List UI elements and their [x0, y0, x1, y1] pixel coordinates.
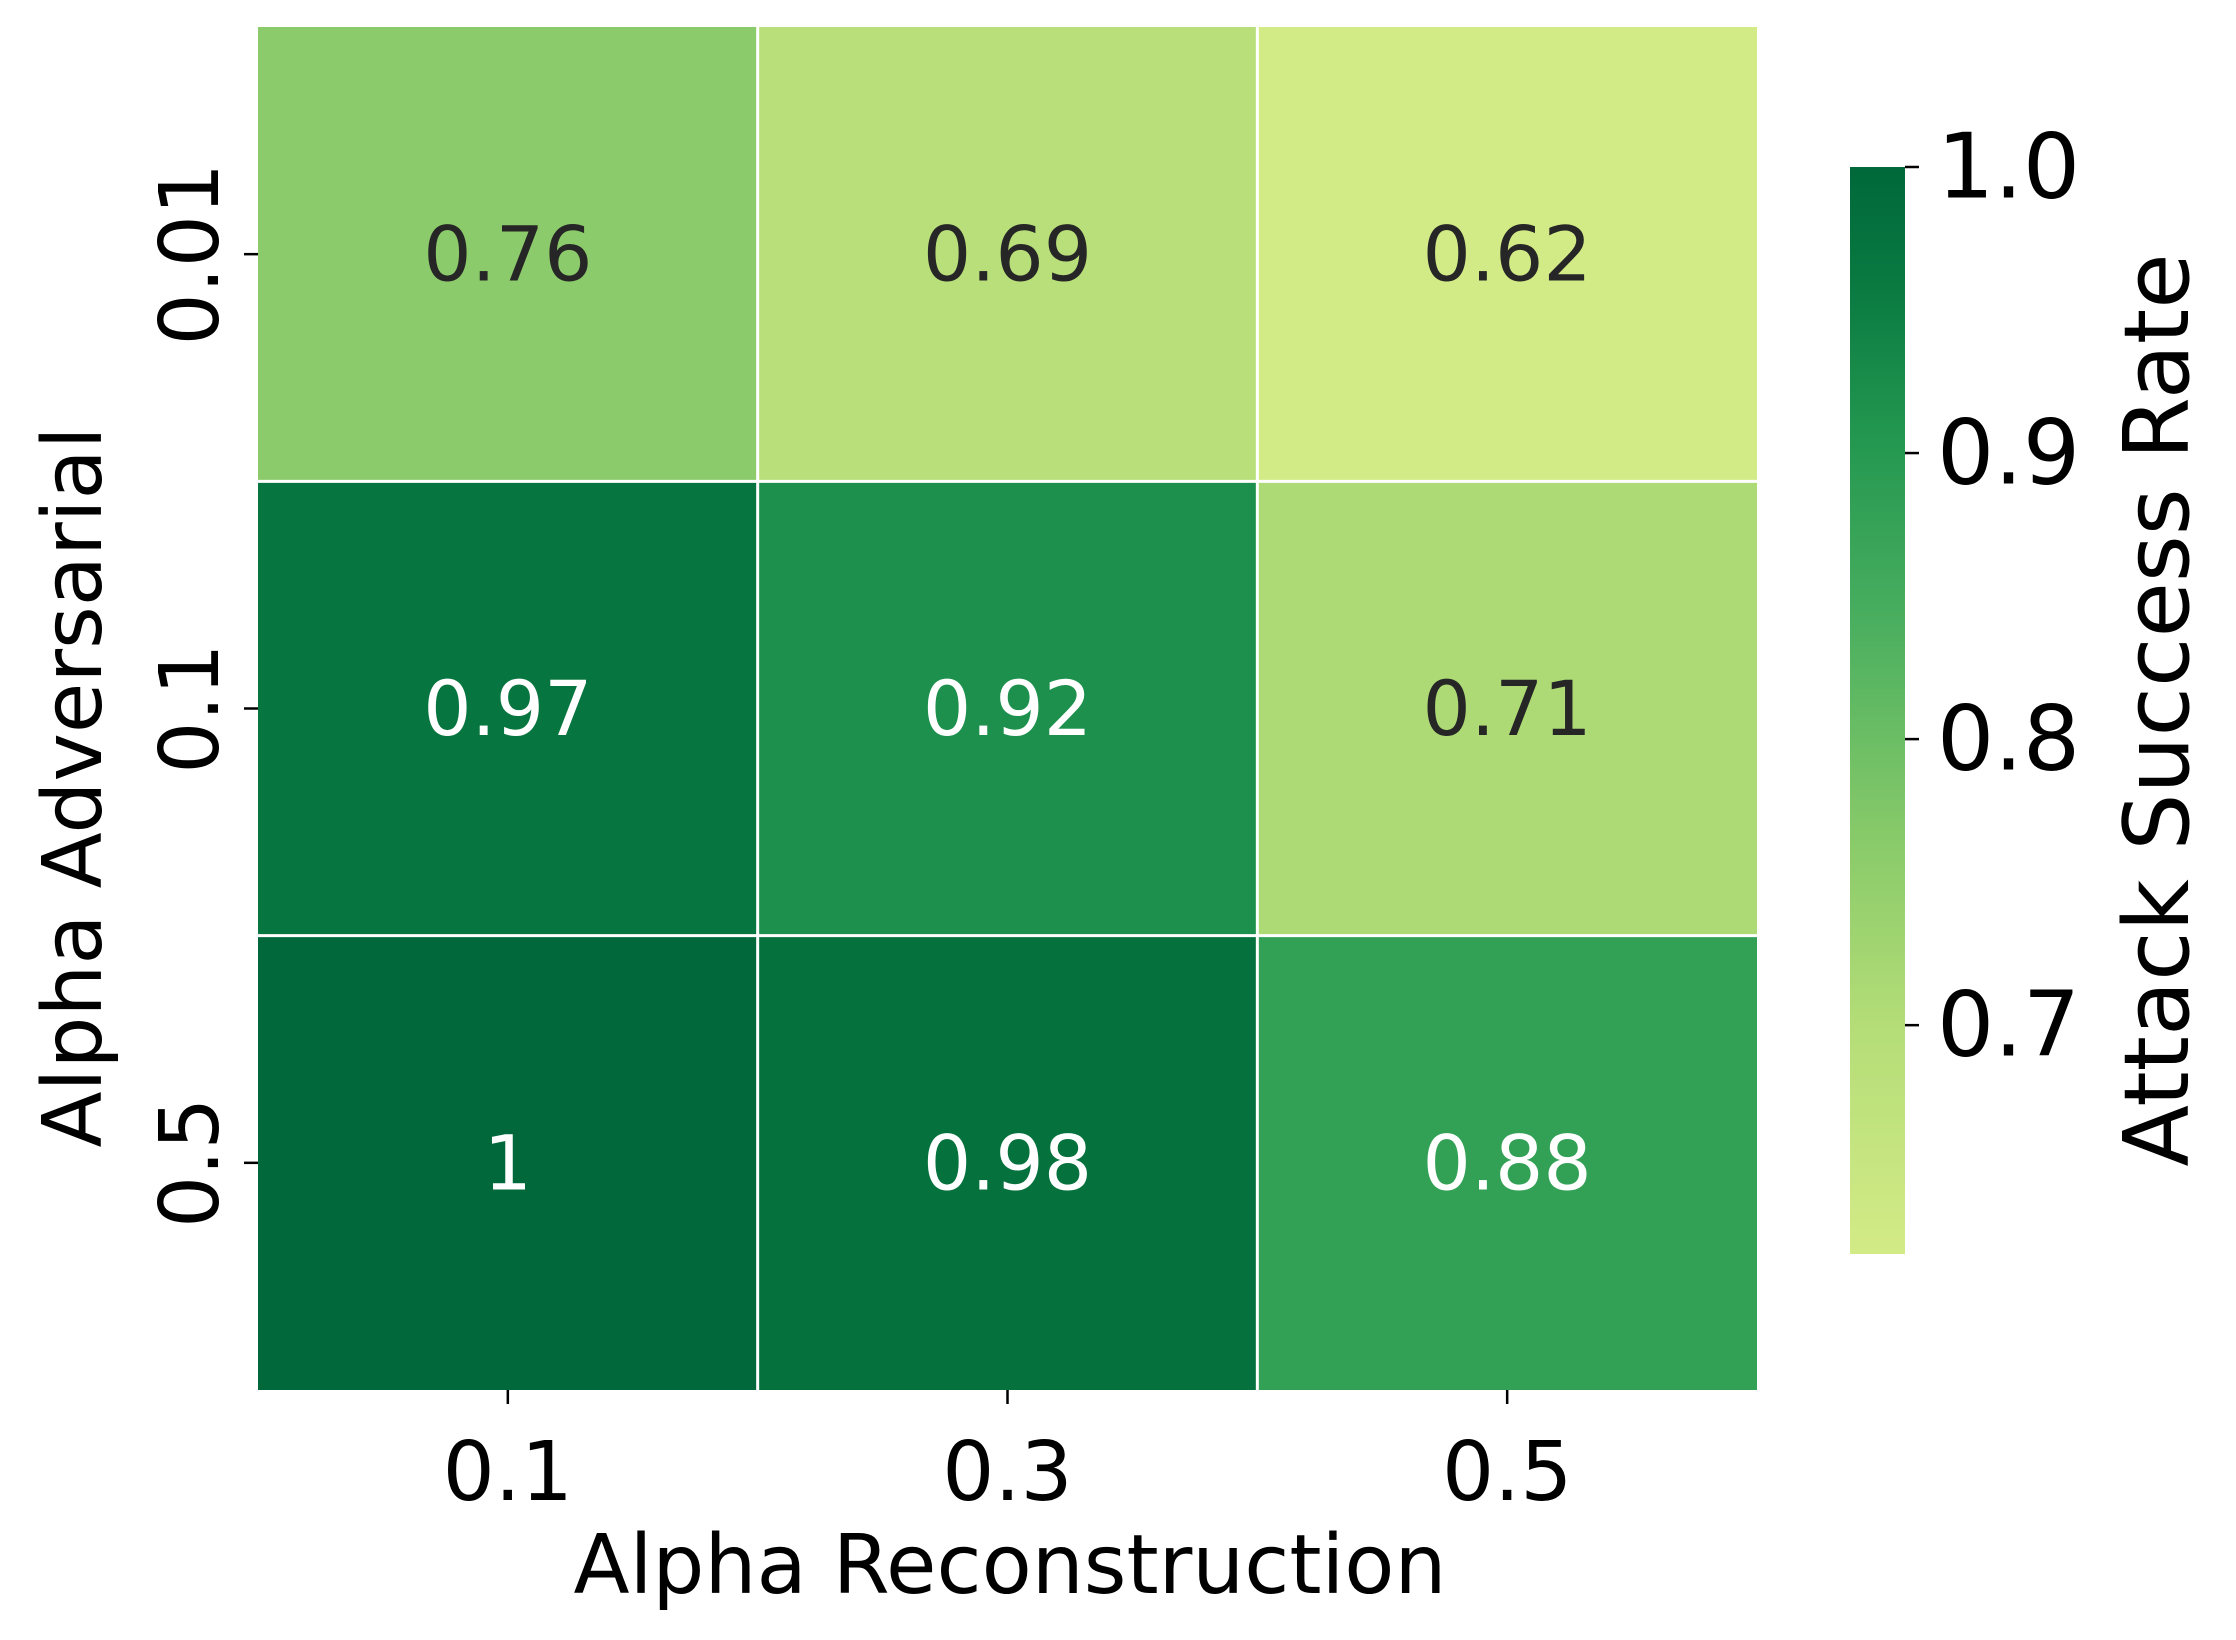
heatmap-cell — [1257, 935, 1757, 1390]
colorbar-ticks: 0.7 0.8 0.9 1.0 — [1905, 115, 2080, 1078]
heatmap-cells — [258, 27, 1757, 1390]
cell-value-label: 0.76 — [423, 210, 592, 299]
cell-value-label: 0.98 — [923, 1118, 1092, 1207]
cell-value-label: 0.69 — [923, 210, 1092, 299]
x-tick-label: 0.3 — [942, 1425, 1072, 1520]
heatmap-cell — [1257, 481, 1757, 936]
heatmap-cell — [1257, 27, 1757, 482]
y-tick-label: 0.01 — [143, 163, 238, 346]
x-tick-label: 0.1 — [443, 1425, 573, 1520]
y-axis: 0.01 0.1 0.5 — [143, 163, 258, 1228]
heatmap-cell — [757, 935, 1258, 1390]
cell-value-label: 0.92 — [923, 664, 1092, 753]
cell-separators — [258, 27, 1757, 1390]
heatmap-cell — [258, 27, 758, 482]
y-axis-label: Alpha Adversarial — [26, 426, 121, 1147]
colorbar-tick-label: 0.8 — [1937, 687, 2080, 792]
colorbar — [1850, 167, 1905, 1254]
colorbar-tick-label: 0.9 — [1937, 401, 2080, 506]
heatmap-cell — [258, 481, 758, 936]
colorbar-tick-label: 1.0 — [1937, 115, 2080, 220]
cell-value-label: 1 — [484, 1118, 532, 1207]
heatmap-cell — [757, 481, 1258, 936]
colorbar-gradient — [1850, 167, 1905, 1254]
x-axis-label: Alpha Reconstruction — [574, 1518, 1447, 1613]
cell-value-label: 0.62 — [1423, 210, 1592, 299]
y-tick-label: 0.1 — [143, 643, 238, 773]
cell-value-labels: 0.76 0.69 0.62 0.97 0.92 0.71 1 0.98 0.88 — [423, 210, 1592, 1208]
x-tick-label: 0.5 — [1442, 1425, 1572, 1520]
cell-value-label: 0.71 — [1423, 664, 1592, 753]
cell-value-label: 0.97 — [423, 664, 592, 753]
heatmap-cell — [258, 935, 758, 1390]
colorbar-tick-label: 0.7 — [1937, 973, 2080, 1078]
y-tick-label: 0.5 — [143, 1098, 238, 1228]
colorbar-label: Attack Success Rate — [2105, 253, 2210, 1166]
x-axis: 0.1 0.3 0.5 — [443, 1390, 1572, 1520]
cell-value-label: 0.88 — [1423, 1118, 1592, 1207]
heatmap-cell — [757, 27, 1258, 482]
